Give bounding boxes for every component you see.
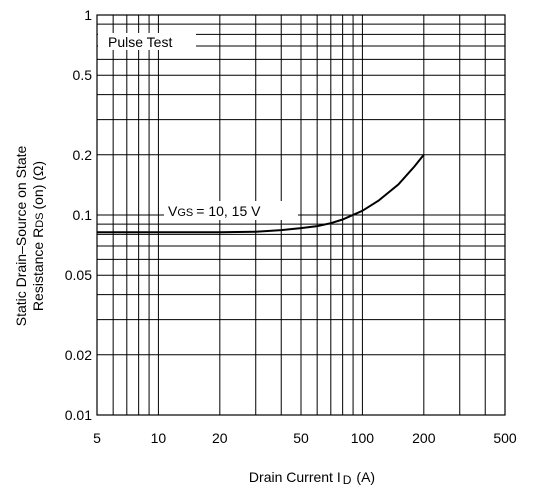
rds-on-curve bbox=[97, 154, 425, 234]
series-label-subscript: GS bbox=[177, 207, 193, 219]
x-axis-label-unit: (A) bbox=[356, 469, 375, 485]
x-tick-label: 50 bbox=[293, 430, 309, 446]
pulse-test-background bbox=[98, 33, 196, 50]
y-axis-label-line2: Resistance RDS (on) (Ω) bbox=[30, 161, 46, 311]
x-tick-labels: 5 10 20 50 100 200 500 bbox=[93, 430, 517, 446]
series-label-value: = 10, 15 V bbox=[196, 203, 261, 219]
x-tick-label: 10 bbox=[151, 430, 167, 446]
series-label-v: V bbox=[168, 203, 178, 219]
x-tick-label: 100 bbox=[351, 430, 375, 446]
y-axis-label-line2-main: Resistance R bbox=[30, 228, 46, 311]
y-tick-label: 0.05 bbox=[65, 267, 92, 283]
y-tick-label: 1 bbox=[84, 7, 92, 23]
x-tick-label: 200 bbox=[412, 430, 436, 446]
y-tick-label: 0.02 bbox=[65, 347, 92, 363]
x-tick-label: 5 bbox=[93, 430, 101, 446]
series-label-background bbox=[164, 201, 298, 220]
y-tick-label: 0.5 bbox=[73, 67, 93, 83]
series-label: VGS = 10, 15 V bbox=[168, 203, 261, 219]
y-axis-label-line1: Static Drain–Source on State bbox=[13, 146, 29, 327]
x-axis-label-subscript: D bbox=[343, 473, 352, 487]
y-axis-label-line2-unit: (on) (Ω) bbox=[30, 161, 46, 210]
x-tick-label: 500 bbox=[493, 430, 517, 446]
x-axis-label-main: Drain Current I bbox=[249, 469, 341, 485]
y-tick-labels: 0.01 0.02 0.05 0.1 0.2 0.5 1 bbox=[65, 7, 92, 423]
x-tick-label: 20 bbox=[212, 430, 228, 446]
pulse-test-annotation: Pulse Test bbox=[108, 34, 172, 50]
x-axis-label: Drain Current I D (A) bbox=[249, 469, 375, 487]
y-tick-label: 0.01 bbox=[65, 407, 92, 423]
y-axis-label-line2-subscript: DS bbox=[34, 213, 46, 228]
plot-frame bbox=[96, 14, 506, 416]
y-tick-label: 0.2 bbox=[73, 147, 93, 163]
grid-lines bbox=[96, 14, 506, 416]
y-tick-label: 0.1 bbox=[73, 207, 93, 223]
